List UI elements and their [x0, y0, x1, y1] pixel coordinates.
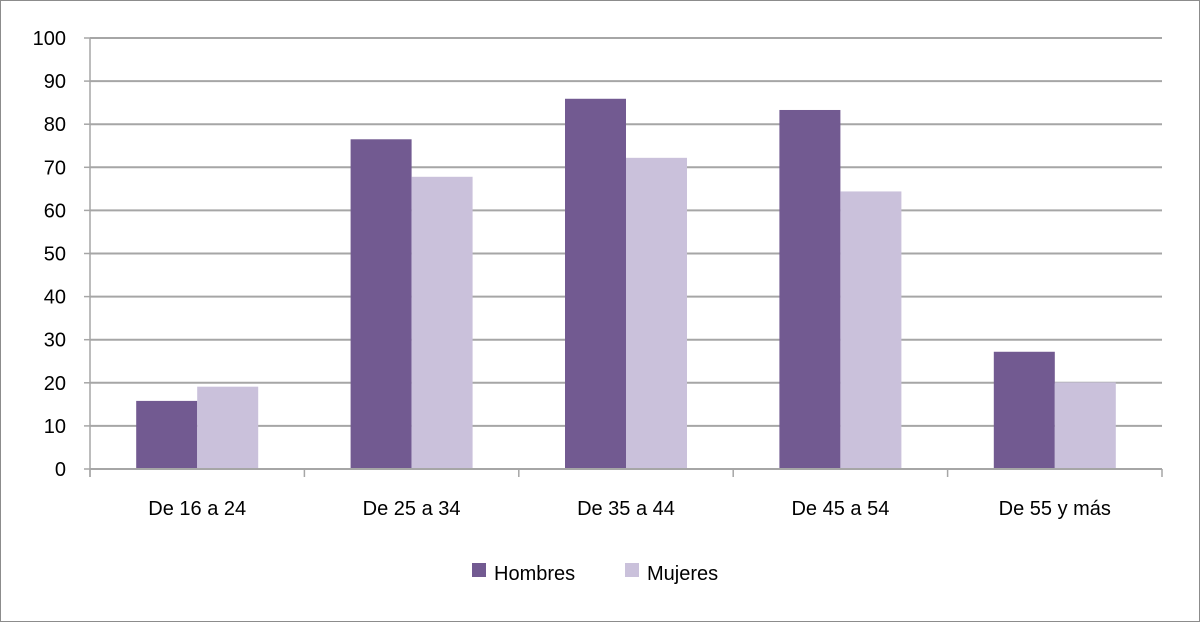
bar-mujeres: [197, 386, 259, 469]
y-tick-label: 70: [44, 157, 66, 179]
legend-swatch: [625, 563, 639, 577]
bar-hombres: [136, 400, 198, 469]
x-tick-label: De 25 a 34: [363, 498, 461, 520]
y-tick-label: 40: [44, 287, 66, 309]
x-tick-label: De 16 a 24: [148, 498, 246, 520]
legend-label: Hombres: [494, 563, 575, 585]
y-tick-label: 80: [44, 114, 66, 136]
y-tick-label: 50: [44, 244, 66, 266]
bar-mujeres: [411, 176, 473, 470]
legend-label: Mujeres: [647, 563, 718, 585]
bar-hombres: [779, 109, 841, 470]
x-tick-label: De 45 a 54: [791, 498, 889, 520]
x-tick-label: De 55 y más: [999, 498, 1111, 520]
y-tick-label: 90: [44, 71, 66, 93]
x-tick-label: De 35 a 44: [577, 498, 675, 520]
y-tick-label: 20: [44, 373, 66, 395]
legend-swatch: [472, 563, 486, 577]
legend-item: Mujeres: [625, 563, 718, 585]
bar-hombres: [993, 351, 1055, 469]
bar-hombres: [565, 98, 626, 469]
bar-mujeres: [626, 157, 687, 469]
y-tick-label: 60: [44, 200, 66, 222]
legend-item: Hombres: [472, 563, 575, 585]
y-tick-label: 30: [44, 330, 66, 352]
y-tick-label: 10: [44, 416, 66, 438]
bar-hombres: [350, 139, 412, 469]
y-tick-label: 0: [55, 459, 66, 481]
bar-mujeres: [840, 191, 902, 469]
bar-mujeres: [1054, 382, 1116, 469]
y-tick-label: 100: [33, 28, 66, 50]
